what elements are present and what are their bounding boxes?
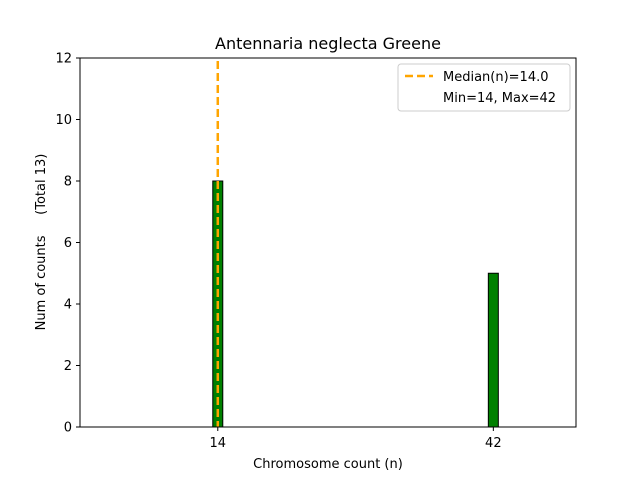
x-tick-label: 42 [485,436,502,451]
x-axis-label: Chromosome count (n) [253,457,403,472]
y-tick-label: 10 [55,113,72,128]
y-tick-label: 2 [64,359,72,374]
x-axis: 14 42 [210,427,502,451]
plot-frame [79,57,577,428]
y-axis: 0 2 4 6 8 10 12 [55,52,80,436]
legend-entry-median: Median(n)=14.0 [443,70,549,85]
y-tick-label: 12 [55,52,72,67]
legend-box [397,63,571,112]
bars [212,180,499,428]
x-tick-label: 14 [210,436,227,451]
bar-42 [487,272,499,428]
y-tick-label: 0 [64,421,72,436]
legend-entry-range: Min=14, Max=42 [443,91,556,106]
chart-title: Antennaria neglecta Greene [215,34,441,53]
legend: Median(n)=14.0 Min=14, Max=42 [397,63,571,112]
y-tick-label: 4 [64,298,72,313]
y-tick-label: 6 [64,236,72,251]
y-tick-label: 8 [64,175,72,190]
y-axis-label: Num of counts (Total 13) [34,154,49,331]
